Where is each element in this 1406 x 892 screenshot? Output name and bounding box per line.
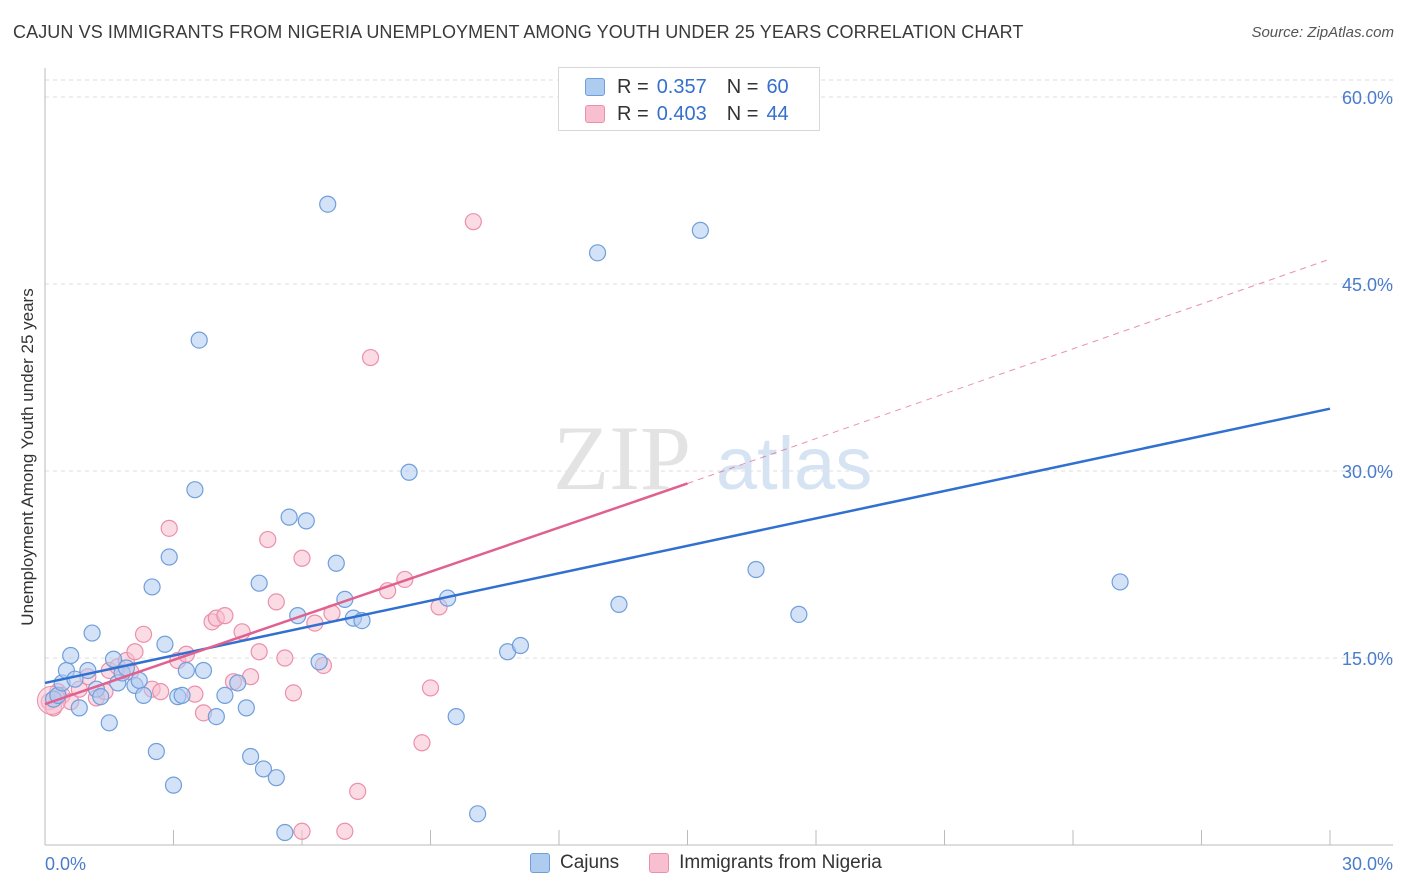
nigeria-point xyxy=(336,822,354,840)
cajun-point xyxy=(691,221,709,239)
cajun-point xyxy=(511,636,530,655)
trend-lines xyxy=(44,258,1331,706)
series-legend: Cajuns Immigrants from Nigeria xyxy=(530,852,912,874)
cajun-point xyxy=(790,605,808,623)
cajun-point xyxy=(588,244,607,262)
chart-title: CAJUN VS IMMIGRANTS FROM NIGERIA UNEMPLO… xyxy=(13,22,1024,42)
cajun-point xyxy=(70,699,88,717)
x-tick-label-max: 30.0% xyxy=(1342,854,1393,874)
series-cajun-points xyxy=(44,195,1129,842)
nigeria-point xyxy=(134,625,153,643)
n-value-nigeria: 44 xyxy=(766,102,789,125)
nigeria-point xyxy=(293,549,311,567)
cajun-point xyxy=(164,776,183,794)
nigeria-point xyxy=(413,734,431,752)
nigeria-point xyxy=(421,679,440,697)
nigeria-point xyxy=(126,643,144,661)
r-value-nigeria: 0.403 xyxy=(656,102,707,125)
legend-item-cajuns[interactable]: Cajuns xyxy=(530,852,619,874)
cajun-point xyxy=(747,560,765,579)
cajun-point xyxy=(400,463,418,481)
nigeria-point xyxy=(293,822,311,840)
nigeria-point xyxy=(259,530,277,549)
cajun-point xyxy=(92,688,110,706)
nigeria-trend-extension xyxy=(687,258,1331,484)
r-label: R = xyxy=(617,75,649,98)
nigeria-point xyxy=(250,643,268,661)
cajun-point xyxy=(447,707,465,726)
cajun-point xyxy=(280,508,298,526)
cajun-point xyxy=(177,661,195,680)
cajun-point xyxy=(610,595,628,613)
cajun-point xyxy=(134,686,153,705)
cajun-point xyxy=(267,769,285,787)
n-label: N = xyxy=(726,75,759,98)
nigeria-point xyxy=(160,519,178,537)
nigeria-swatch xyxy=(585,105,605,123)
nigeria-point xyxy=(216,607,234,625)
nigeria-point xyxy=(267,593,285,611)
legend-row-nigeria: R = 0.403 N = 44 xyxy=(585,103,789,125)
cajun-point xyxy=(250,574,268,592)
cajun-point xyxy=(310,653,328,671)
cajun-point xyxy=(147,742,165,761)
correlation-legend: R = 0.357 N = 60 R = 0.403 N = 44 xyxy=(558,67,820,131)
cajun-point xyxy=(62,646,80,665)
nigeria-point xyxy=(464,213,482,231)
cajun-point xyxy=(190,331,208,349)
nigeria-point xyxy=(276,649,294,667)
cajun-point xyxy=(254,760,273,778)
cajun-point xyxy=(156,635,174,653)
grid-lines xyxy=(45,79,1393,659)
cajun-point xyxy=(327,554,345,572)
legend-label-nigeria: Immigrants from Nigeria xyxy=(679,852,882,873)
axes xyxy=(44,68,1393,846)
nigeria-point xyxy=(284,684,303,702)
tick-labels: 15.0% 30.0% 45.0% 60.0% 0.0% 30.0% xyxy=(45,88,1393,874)
nigeria-swatch xyxy=(649,853,670,873)
cajun-point xyxy=(229,674,247,692)
legend-label-cajuns: Cajuns xyxy=(560,852,620,873)
cajun-point xyxy=(237,699,255,717)
legend-row-cajuns: R = 0.357 N = 60 xyxy=(585,76,789,98)
nigeria-point xyxy=(361,348,380,367)
nigeria-point xyxy=(349,782,367,800)
cajun-point xyxy=(469,805,487,823)
cajun-point xyxy=(83,624,101,642)
cajun-trend-line xyxy=(44,407,1331,685)
cajun-point xyxy=(1111,573,1129,591)
cajun-point xyxy=(160,548,178,566)
cajun-point xyxy=(276,823,294,842)
nigeria-point xyxy=(152,683,170,701)
n-value-cajuns: 60 xyxy=(766,75,789,98)
cajun-point xyxy=(207,707,225,726)
legend-item-nigeria[interactable]: Immigrants from Nigeria xyxy=(649,852,882,874)
y-tick-label: 45.0% xyxy=(1342,275,1393,295)
watermark: ZIP atlas xyxy=(553,407,872,509)
y-tick-label: 60.0% xyxy=(1342,88,1393,108)
cajun-point xyxy=(242,747,260,766)
watermark-atlas: atlas xyxy=(716,422,872,505)
cajun-swatch xyxy=(585,78,605,96)
y-tick-label: 15.0% xyxy=(1342,649,1393,669)
watermark-zip: ZIP xyxy=(553,407,691,509)
cajun-point xyxy=(100,714,118,732)
cajun-point xyxy=(143,578,161,596)
cajun-swatch xyxy=(530,853,550,873)
y-tick-label: 30.0% xyxy=(1342,462,1393,482)
n-label: N = xyxy=(726,102,759,125)
cajun-point xyxy=(173,686,191,705)
cajun-point xyxy=(186,481,204,499)
cajun-point xyxy=(216,686,234,705)
source-credit: Source: ZipAtlas.com xyxy=(1251,24,1394,41)
x-tick-label-min: 0.0% xyxy=(45,854,86,874)
cajun-point xyxy=(297,512,315,530)
nigeria-trend-line xyxy=(44,482,688,706)
cajun-point xyxy=(194,661,213,680)
r-value-cajuns: 0.357 xyxy=(656,75,707,98)
cajun-point xyxy=(319,195,337,213)
series-nigeria-points xyxy=(36,213,482,840)
r-label: R = xyxy=(617,102,649,125)
